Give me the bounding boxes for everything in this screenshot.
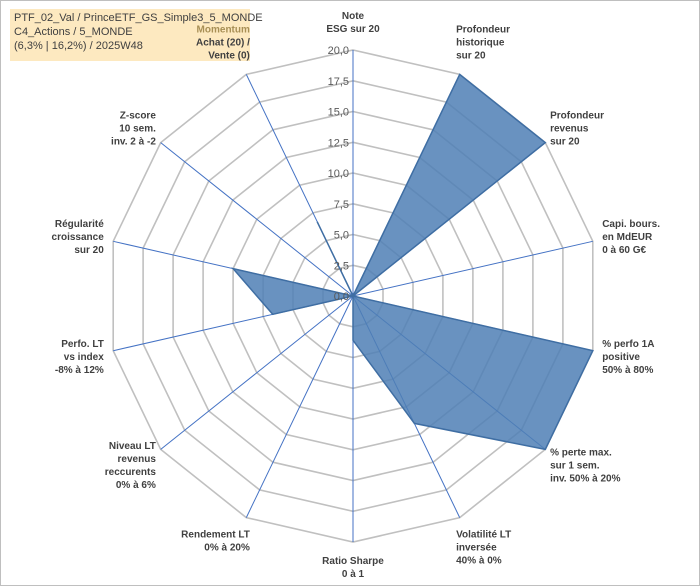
axis-label: Note ESG sur 20 <box>326 11 380 35</box>
axis-label-line: Momentum <box>197 25 250 36</box>
radar-axis-labels: Note ESG sur 20 Profondeur historique sur 20… <box>52 11 661 580</box>
axis-label-line: 0 à 60 G€ <box>602 245 646 256</box>
tick-label: 12,5 <box>328 137 349 149</box>
axis-label-line: Capi. bours. <box>602 219 660 230</box>
axis-label-line: 0% à 20% <box>204 542 250 553</box>
axis-label-line: 40% à 0% <box>456 555 502 566</box>
axis-label: Capi. bours. en MdEUR 0 à 60 G€ <box>602 219 660 256</box>
tick-label: 0,0 <box>334 291 349 303</box>
axis-label-line: Rendement LT <box>181 529 250 540</box>
axis-label-line: revenus <box>118 454 157 465</box>
tick-label: 15,0 <box>328 107 349 119</box>
axis-label-line: 0 à 1 <box>342 569 365 580</box>
axis-label: Ratio Sharpe 0 à 1 <box>322 556 384 580</box>
axis-label: % perfo 1A positive 50% à 80% <box>602 339 654 376</box>
axis-label: % perte max. sur 1 sem. inv. 50% à 20% <box>550 447 621 484</box>
axis-label-line: positive <box>602 352 640 363</box>
axis-label-line: Volatilité LT <box>456 529 511 540</box>
tick-label: 20,0 <box>328 45 349 57</box>
axis-label-line: % perfo 1A <box>602 339 654 350</box>
axis-label-line: Niveau LT <box>109 441 156 452</box>
tick-label: 7,5 <box>334 199 349 211</box>
axis-label: Volatilité LT inversée 40% à 0% <box>456 529 511 566</box>
axis-label: Z-score 10 sem. inv. 2 à -2 <box>111 111 156 148</box>
axis-label-line: Achat (20) / <box>196 38 250 49</box>
axis-label-line: en MdEUR <box>602 232 653 243</box>
axis-label-line: Note <box>342 11 365 22</box>
axis-label-line: Profondeur <box>550 111 604 122</box>
axis-label-line: ESG sur 20 <box>326 24 380 35</box>
axis-label-line: inv. 50% à 20% <box>550 473 621 484</box>
tick-label: 2,5 <box>334 260 349 272</box>
radar-ticks: 0,0 2,5 5,0 7,5 10,0 12,5 15,0 17,5 20,0 <box>328 45 349 303</box>
axis-label-line: croissance <box>52 232 105 243</box>
tick-label: 10,0 <box>328 168 349 180</box>
axis-label-line: historique <box>456 38 505 49</box>
axis-label-momentum: Momentum Achat (20) / Vente (0) <box>196 25 250 62</box>
axis-label: Profondeur historique sur 20 <box>456 25 510 62</box>
axis-label-line: sur 20 <box>74 245 104 256</box>
axis-label-line: -8% à 12% <box>55 365 104 376</box>
axis-label: Perfo. LT vs index -8% à 12% <box>55 339 104 376</box>
axis-label-line: 10 sem. <box>119 124 156 135</box>
axis-spoke <box>245 295 354 518</box>
axis-label-line: 50% à 80% <box>602 365 653 376</box>
axis-label: Profondeur revenus sur 20 <box>550 111 604 148</box>
axis-label: Régularité croissance sur 20 <box>52 219 105 256</box>
axis-label-line: Z-score <box>120 111 157 122</box>
axis-label-line: Perfo. LT <box>61 339 104 350</box>
axis-spoke <box>160 295 354 450</box>
radar-series <box>231 73 594 451</box>
axis-label-line: Ratio Sharpe <box>322 556 384 567</box>
axis-label-line: sur 20 <box>550 137 580 148</box>
axis-label-line: inversée <box>456 542 497 553</box>
axis-label-line: reccurents <box>105 467 157 478</box>
axis-label: Rendement LT 0% à 20% <box>181 529 250 553</box>
header-stats: (6,3% | 16,2%) / 2025W48 <box>14 40 143 52</box>
axis-label-line: sur 20 <box>456 51 486 62</box>
axis-label-line: 0% à 6% <box>116 480 156 491</box>
axis-spoke <box>352 240 593 297</box>
axis-label: Niveau LT revenus reccurents 0% à 6% <box>105 441 157 491</box>
series-area <box>231 73 594 451</box>
axis-label-line: sur 1 sem. <box>550 460 600 471</box>
tick-label: 17,5 <box>328 76 349 88</box>
axis-label-line: Régularité <box>55 219 104 230</box>
axis-label-line: % perte max. <box>550 447 612 458</box>
axis-label-line: Vente (0) <box>208 51 250 62</box>
tick-label: 5,0 <box>334 230 349 242</box>
axis-label-line: inv. 2 à -2 <box>111 137 156 148</box>
axis-spoke <box>160 142 354 297</box>
header-box <box>10 9 250 61</box>
header-portfolio: PTF_02_Val / PrinceETF_GS_Simple3_5_MOND… <box>14 12 263 24</box>
axis-label-line: Profondeur <box>456 25 510 36</box>
header-category: C4_Actions / 5_MONDE <box>14 26 133 38</box>
axis-label-line: vs index <box>64 352 104 363</box>
axis-label-line: revenus <box>550 124 589 135</box>
